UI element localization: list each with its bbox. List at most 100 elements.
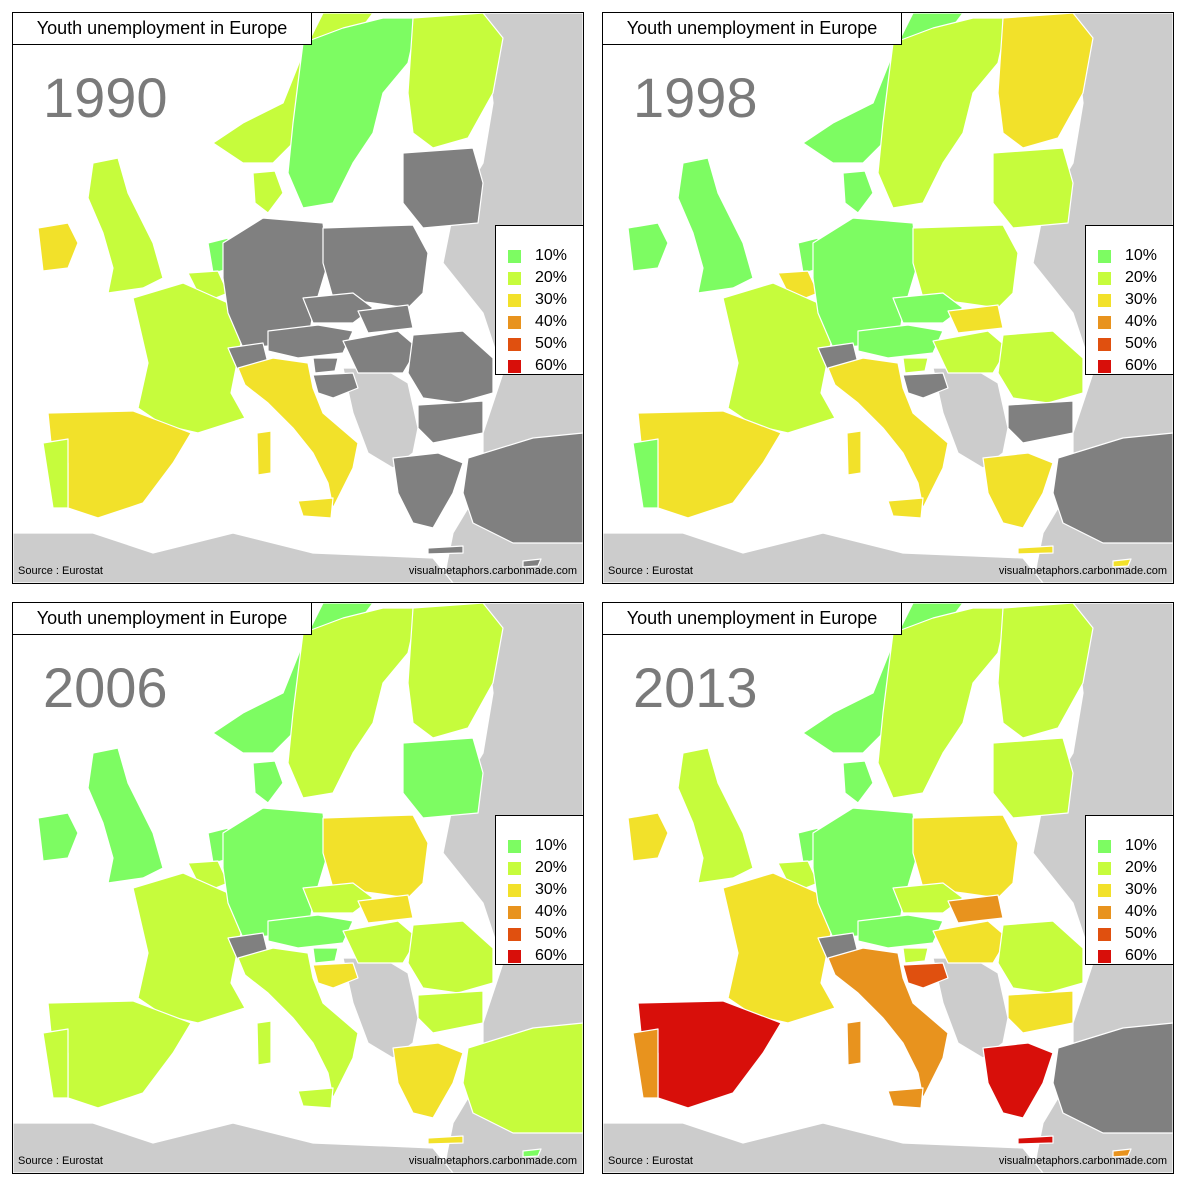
legend-item: 30% <box>508 880 567 900</box>
country-baltics <box>402 737 484 819</box>
country-italy <box>846 430 862 476</box>
country-uk <box>87 157 164 294</box>
country-finland <box>407 603 504 739</box>
legend-swatch <box>508 359 521 373</box>
legend-label: 20% <box>1125 859 1158 876</box>
legend-label: 50% <box>1125 335 1158 352</box>
country-slovakia <box>357 894 414 924</box>
legend-swatch <box>508 883 521 897</box>
legend-swatch <box>508 905 521 919</box>
legend-item: 30% <box>1098 290 1157 310</box>
legend-item: 40% <box>508 902 567 922</box>
country-austria <box>857 324 944 359</box>
legend-label: 30% <box>1125 881 1158 898</box>
legend-item: 20% <box>1098 268 1157 288</box>
legend-item: 10% <box>508 246 567 266</box>
credit-note: visualmetaphors.carbonmade.com <box>408 1155 577 1167</box>
map-panel: Youth unemployment in Europe 2013 10% 20% 30… <box>602 602 1174 1174</box>
country-ireland <box>37 812 79 862</box>
legend-item: 20% <box>1098 858 1157 878</box>
country-romania <box>407 330 494 404</box>
legend-swatch <box>508 927 521 941</box>
country-italy <box>887 1087 924 1109</box>
source-note: Source : Eurostat <box>608 1155 693 1167</box>
country-romania <box>407 920 494 994</box>
country-italy <box>297 1087 334 1109</box>
country-austria <box>267 914 354 949</box>
country-italy <box>297 497 334 519</box>
country-cyprus <box>522 1148 542 1158</box>
country-italy <box>887 497 924 519</box>
legend-swatch <box>508 949 521 963</box>
legend-label: 30% <box>535 291 568 308</box>
country-uk <box>87 747 164 884</box>
country-slovenia <box>312 357 339 374</box>
country-baltics <box>992 737 1074 819</box>
country-greece <box>982 452 1054 529</box>
country-finland <box>997 603 1094 739</box>
legend-swatch <box>508 337 521 351</box>
country-france <box>722 872 836 1024</box>
country-ireland <box>37 222 79 272</box>
country-france <box>132 872 246 1024</box>
country-slovakia <box>947 894 1004 924</box>
country-croatia <box>902 962 949 989</box>
country-bulgaria <box>417 400 484 444</box>
legend-swatch <box>1098 905 1111 919</box>
country-portugal <box>632 1028 659 1099</box>
legend-label: 10% <box>1125 837 1158 854</box>
country-italy <box>256 1020 272 1066</box>
legend-label: 20% <box>535 859 568 876</box>
country-romania <box>997 920 1084 994</box>
country-italy <box>237 357 359 509</box>
legend-label: 30% <box>535 881 568 898</box>
map-panel: Youth unemployment in Europe 2006 10% 20% 30… <box>12 602 584 1174</box>
country-italy <box>256 430 272 476</box>
country-italy <box>846 1020 862 1066</box>
country-uk <box>677 747 754 884</box>
source-note: Source : Eurostat <box>18 1155 103 1167</box>
year-label: 2013 <box>633 656 758 719</box>
country-cyprus <box>522 558 542 568</box>
legend: 10% 20% 30% 40% 50% 60% <box>1085 815 1173 965</box>
country-austria <box>267 324 354 359</box>
map-panel: Youth unemployment in Europe 1998 10% 20% 30… <box>602 12 1174 584</box>
legend-swatch <box>508 271 521 285</box>
country-austria <box>857 914 944 949</box>
country-ireland <box>627 222 669 272</box>
country-france <box>722 282 836 434</box>
legend-item: 40% <box>1098 902 1157 922</box>
country-greece <box>392 452 464 529</box>
country-romania <box>997 330 1084 404</box>
legend-label: 50% <box>535 335 568 352</box>
country-baltics <box>402 147 484 229</box>
source-note: Source : Eurostat <box>18 565 103 577</box>
country-greece <box>1017 1135 1054 1145</box>
legend-item: 10% <box>1098 836 1157 856</box>
legend-item: 60% <box>508 356 567 376</box>
legend-label: 60% <box>535 357 568 374</box>
country-turkey <box>462 1022 583 1134</box>
country-portugal <box>42 438 69 509</box>
non-eu-land <box>13 1122 454 1173</box>
legend-swatch <box>1098 927 1111 941</box>
map-title: Youth unemployment in Europe <box>603 603 902 635</box>
legend-label: 40% <box>1125 903 1158 920</box>
legend: 10% 20% 30% 40% 50% 60% <box>495 815 583 965</box>
year-label: 1990 <box>43 66 168 129</box>
country-denmark <box>842 760 874 804</box>
legend-label: 10% <box>535 247 568 264</box>
country-greece <box>427 545 464 555</box>
country-france <box>132 282 246 434</box>
legend-label: 50% <box>1125 925 1158 942</box>
country-finland <box>997 13 1094 149</box>
country-slovakia <box>947 304 1004 334</box>
legend-swatch <box>508 293 521 307</box>
credit-note: visualmetaphors.carbonmade.com <box>998 1155 1167 1167</box>
legend-item: 20% <box>508 268 567 288</box>
europe-map <box>13 13 583 583</box>
country-bulgaria <box>417 990 484 1034</box>
source-note: Source : Eurostat <box>608 565 693 577</box>
legend-swatch <box>1098 359 1111 373</box>
country-greece <box>427 1135 464 1145</box>
